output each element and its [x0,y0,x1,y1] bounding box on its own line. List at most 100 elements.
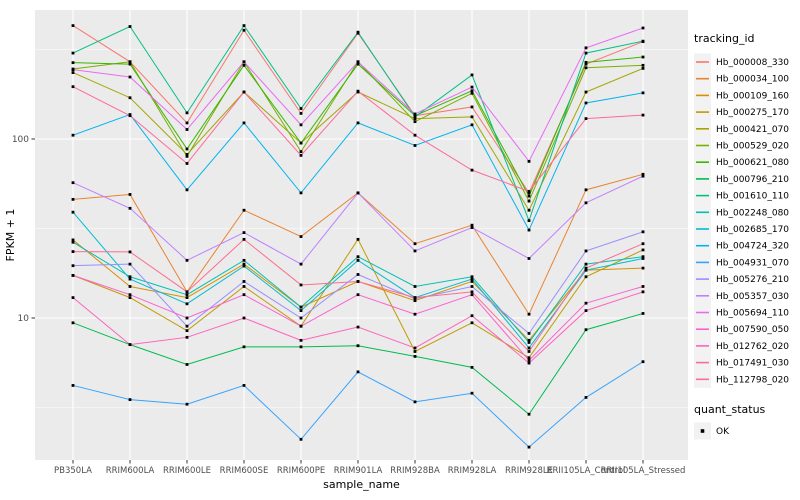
data-point [128,62,132,66]
data-point [641,172,645,176]
data-point [641,230,645,234]
data-point [242,293,246,297]
data-point [527,341,531,344]
data-point [641,285,645,288]
data-point [299,316,303,320]
data-point [584,309,588,312]
data-point [527,350,531,353]
data-point [527,159,531,163]
data-point [527,445,531,449]
data-point [299,305,303,309]
data-point [356,237,360,241]
data-point [470,314,474,318]
data-point [584,51,588,55]
data-point [527,312,531,316]
legend-label: Hb_000109_160 [716,91,789,101]
data-point [470,277,474,281]
data-point [128,75,132,79]
data-point [242,264,246,268]
data-point [242,28,246,32]
data-point [128,275,132,279]
data-point [185,293,189,297]
data-point [242,262,246,266]
data-point [584,60,588,64]
data-point [470,115,474,119]
y-tick-label: 100 [12,135,29,145]
data-point [356,121,360,125]
x-tick-label: RRII105LA_Stressed [601,466,686,476]
data-point [356,62,360,66]
data-point [470,365,474,369]
black-square-marker-icon [700,429,705,433]
data-point [242,60,246,64]
data-point [71,210,75,214]
data-point [413,285,417,288]
legend-label: Hb_012762_020 [716,342,789,352]
x-tick-label: RRII105LA_Control [547,466,626,476]
data-point [641,360,645,364]
data-point [470,226,474,229]
data-point [128,343,132,347]
data-point [641,26,645,30]
data-point [71,264,75,268]
data-point [71,240,75,244]
data-point [641,255,645,259]
data-point [299,112,303,115]
data-point [413,133,417,137]
data-point [413,120,417,124]
data-point [641,290,645,294]
y-axis-title: FPKM + 1 [4,209,17,262]
data-point [299,437,303,441]
data-point [71,197,75,201]
legend-label: Hb_000008_330 [716,58,789,68]
data-point [584,46,588,50]
x-tick-label: RRIM600LE [163,466,211,476]
data-point [470,168,474,172]
data-point [641,242,645,246]
data-point [527,361,531,365]
legend-label: Hb_007590_050 [716,325,789,335]
data-point [71,24,75,28]
legend-title: tracking_id [694,32,755,45]
data-point [356,293,360,297]
legend-label: Hb_002685_170 [716,225,789,235]
data-point [641,39,645,43]
data-point [527,219,531,223]
data-point [356,30,360,34]
data-point [71,296,75,300]
data-point [128,114,132,118]
x-tick-label: RRIM901LA [334,466,383,476]
x-tick-label: RRIM928LA [448,466,497,476]
data-point [356,325,360,329]
data-point [185,302,189,306]
data-point [299,283,303,287]
legend-label: Hb_005357_030 [716,292,789,302]
data-point [242,258,246,262]
data-point [299,338,303,342]
data-point [71,51,75,55]
data-point [71,85,75,89]
legend-label: Hb_002248_080 [716,208,789,218]
data-point [242,345,246,349]
data-point [128,193,132,196]
data-point [185,128,189,131]
data-point [71,321,75,325]
data-point [413,350,417,353]
data-point [413,144,417,147]
data-point [527,189,531,193]
data-point [470,293,474,297]
data-point [71,71,75,74]
data-point [356,344,360,348]
data-point [584,262,588,266]
data-point [356,89,360,93]
legend2-label: OK [716,427,730,437]
data-point [185,402,189,406]
data-point [413,112,417,116]
data-point [185,153,189,156]
data-point [185,363,189,366]
data-point [641,174,645,178]
data-point [527,412,531,416]
data-point [299,309,303,312]
data-point [413,299,417,303]
data-point [641,113,645,117]
